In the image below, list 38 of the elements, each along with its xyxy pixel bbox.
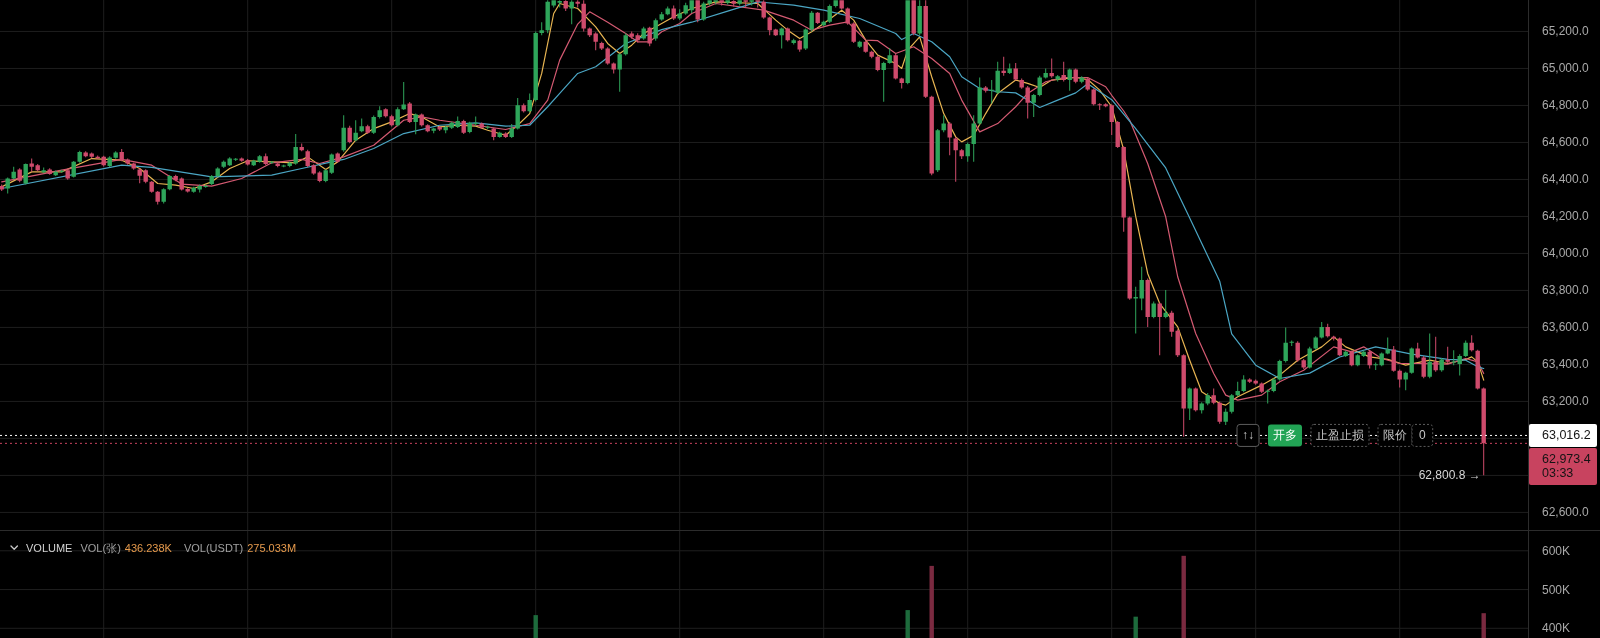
y-tick-label: 400K <box>1542 621 1571 636</box>
annotation: ↑↓ <box>1242 428 1254 443</box>
annotation: 0 <box>1419 428 1426 443</box>
y-tick-label: 64,400.0 <box>1542 172 1590 187</box>
candlestick <box>707 0 712 6</box>
y-tick-label: 63,200.0 <box>1542 394 1590 409</box>
candlestick <box>1265 389 1270 404</box>
y-tick-label: 64,600.0 <box>1542 135 1590 150</box>
annotation: 止盈止损 <box>1316 428 1364 443</box>
y-tick-label: 63,600.0 <box>1542 320 1590 335</box>
candlestick <box>1289 340 1294 346</box>
candlestick <box>743 0 748 8</box>
annotation: 62,800.8 → <box>1418 468 1481 483</box>
candlestick <box>749 0 754 6</box>
candlestick <box>1451 350 1456 366</box>
y-tick-label: 63,800.0 <box>1542 283 1590 298</box>
candlestick <box>629 31 634 39</box>
candlestick <box>1133 286 1138 334</box>
text: VOLUME <box>26 542 73 554</box>
y-tick-label: 64,800.0 <box>1542 98 1590 113</box>
y-tick-label: 65,000.0 <box>1542 61 1590 76</box>
y-tick-label: 64,200.0 <box>1542 209 1590 224</box>
candlestick <box>713 0 718 5</box>
y-tick-label: 500K <box>1542 582 1571 597</box>
y-tick-label: 62,600.0 <box>1542 505 1590 520</box>
annotation: 开多 <box>1273 428 1297 443</box>
annotation: VOL(张) 436.238K <box>80 542 173 554</box>
ref-line-label: 63,016.2 <box>1542 428 1591 443</box>
candlestick <box>1385 337 1390 355</box>
annotation: VOL(USDT) 275.033M <box>183 542 297 554</box>
annotation: 限价 <box>1383 428 1407 443</box>
candlestick <box>1247 378 1252 383</box>
y-tick-label: 65,200.0 <box>1542 24 1590 39</box>
y-tick-label: 64,000.0 <box>1542 246 1590 261</box>
ref-line-label: 62,973.4 03:33 <box>1542 452 1591 481</box>
y-tick-label: 600K <box>1542 543 1571 558</box>
y-tick-label: 63,400.0 <box>1542 357 1590 372</box>
candlestick <box>989 80 994 104</box>
